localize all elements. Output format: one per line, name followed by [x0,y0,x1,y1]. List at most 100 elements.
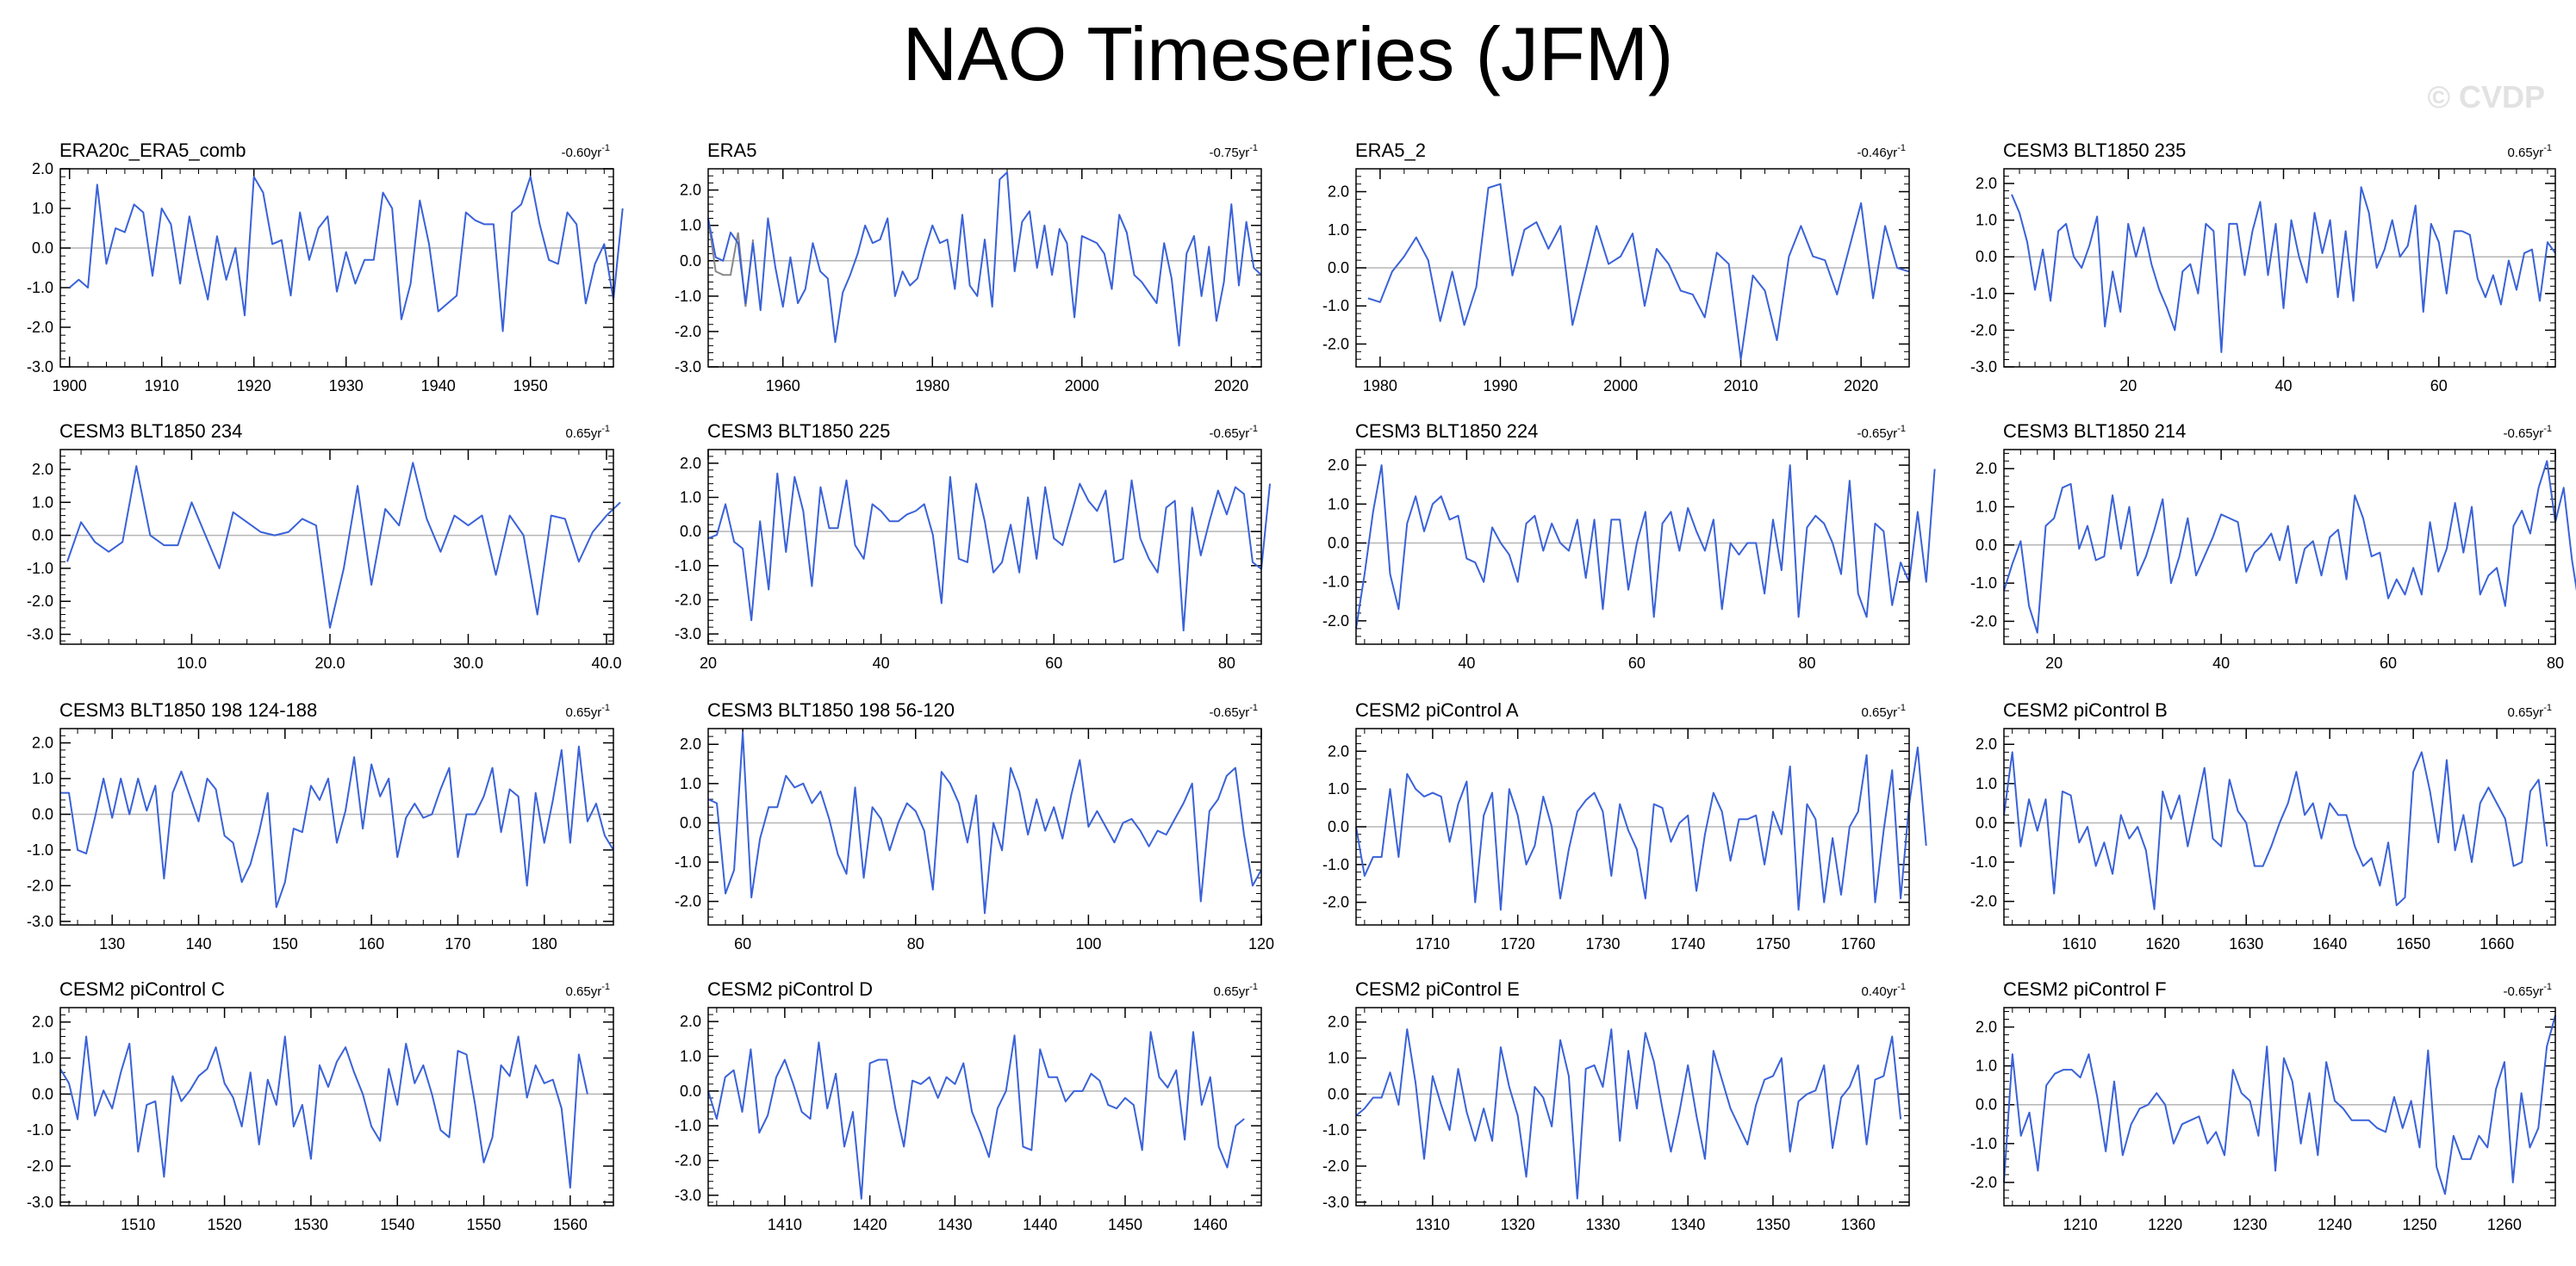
y-tick-label: 1.0 [1976,212,1997,229]
panel-title: CESM3 BLT1850 198 56-120 [707,699,955,721]
y-tick-label: 2.0 [1976,175,1997,192]
panel-title: CESM2 piControl D [707,978,873,1000]
y-tick-label: 1.0 [680,489,701,506]
panel-trend: 0.65yr-1 [566,424,610,441]
y-tick-label: 1.0 [1976,1058,1997,1075]
x-tick-label: 180 [532,935,557,953]
y-tick-label: -2.0 [1322,894,1349,911]
panel-trend: 0.65yr-1 [1862,703,1906,720]
y-tick-label: 0.0 [1976,814,1997,831]
x-tick-label: 40 [873,655,890,672]
page-title: NAO Timeseries (JFM) [902,11,1674,96]
x-tick-label: 1420 [853,1216,887,1233]
panel-title: ERA20c_ERA5_comb [59,140,246,161]
panel-16: CESM2 piControl F -0.65yr-1 -2.0 -1.0 0.0 1.0… [1970,978,2556,1233]
x-tick-label: 1660 [2480,935,2514,953]
x-tick-label: 100 [1075,935,1101,953]
series-line [1367,183,1910,361]
y-tick-label: 1.0 [1328,221,1349,239]
y-tick-label: -2.0 [675,591,701,608]
x-tick-label: 20 [700,655,717,672]
panel-trend: -0.65yr-1 [1210,424,1258,441]
series-line [2003,460,2576,634]
x-tick-label: 1980 [915,377,949,394]
x-tick-label: 120 [1248,935,1274,953]
x-tick-label: 20 [2119,377,2137,394]
trend-superscript: -1 [601,424,610,434]
x-tick-label: 160 [358,935,384,953]
y-tick-label: -1.0 [1970,853,1997,871]
x-tick-label: 1510 [121,1216,155,1233]
y-tick-label: 2.0 [680,182,701,199]
plot-frame [59,449,614,645]
plot-frame [1355,728,1910,926]
x-tick-label: 80 [1218,655,1235,672]
x-tick-label: 2020 [1214,377,1248,394]
series-line [707,731,1262,915]
panel-title: CESM2 piControl E [1355,978,1520,1000]
plot-frame [707,449,1262,645]
trend-superscript: -1 [1249,703,1258,713]
x-tick-label: 1430 [937,1216,972,1233]
y-tick-label: -1.0 [1322,1121,1349,1139]
y-tick-label: -1.0 [1970,574,1997,592]
y-tick-label: 2.0 [1328,742,1349,760]
y-tick-label: 0.0 [32,239,53,257]
panel-14: CESM2 piControl D 0.65yr-1 -3.0 -2.0 -1.0 0.0… [675,978,1262,1233]
y-tick-label: -3.0 [675,625,701,642]
panel-title: CESM2 piControl F [2003,978,2167,1000]
y-tick-label: -2.0 [1322,335,1349,352]
y-tick-label: 2.0 [32,160,53,177]
y-tick-label: 0.0 [1328,818,1349,835]
y-tick-label: -2.0 [1970,612,1997,630]
y-tick-label: 0.0 [680,252,701,270]
x-tick-label: 1710 [1416,935,1450,953]
panel-title: CESM2 piControl B [2003,699,2168,721]
panel-9: CESM3 BLT1850 198 124-188 0.65yr-1 -3.0 -2.… [27,699,614,953]
y-tick-label: 1.0 [1328,1050,1349,1067]
plot-frame [2003,728,2556,926]
x-tick-label: 1460 [1193,1216,1228,1233]
y-tick-label: 1.0 [1328,495,1349,512]
panel-trend: 0.65yr-1 [566,982,610,999]
x-tick-label: 170 [445,935,470,953]
x-tick-label: 40 [2212,655,2230,672]
x-tick-label: 60 [2430,377,2448,394]
y-tick-label: 2.0 [680,735,701,753]
y-tick-label: -2.0 [27,319,53,336]
panel-title: CESM2 piControl C [59,978,225,1000]
y-tick-label: 1.0 [680,217,701,234]
trend-superscript: -1 [2543,424,2552,434]
trend-superscript: -1 [2543,982,2552,992]
x-tick-label: 1210 [2063,1216,2098,1233]
trend-superscript: -1 [1897,424,1906,434]
series-line [60,745,614,909]
plot-frame [707,728,1262,926]
y-tick-label: 0.0 [680,1083,701,1100]
y-tick-label: -2.0 [27,877,53,894]
panel-2: ERA5 -0.75yr-1 -3.0 -2.0 -1.0 0.0 1.0 2.0 1960 19… [675,140,1262,394]
y-tick-label: -2.0 [1970,1174,1997,1191]
y-tick-label: -1.0 [27,1121,53,1139]
x-tick-label: 1540 [380,1216,414,1233]
x-tick-label: 1440 [1023,1216,1057,1233]
y-tick-label: -2.0 [1322,612,1349,630]
y-tick-label: -3.0 [27,358,53,375]
x-tick-label: 20 [2045,655,2063,672]
series-line [2003,1015,2556,1195]
panel-3: ERA5_2 -0.46yr-1 -2.0 -1.0 0.0 1.0 2.0 1980 1990… [1322,140,1910,394]
x-tick-label: 1720 [1501,935,1535,953]
x-tick-label: 1560 [553,1216,588,1233]
x-tick-label: 1360 [1841,1216,1876,1233]
x-tick-label: 80 [1798,655,1815,672]
y-tick-label: -3.0 [675,358,701,375]
series-line [2003,751,2548,910]
y-tick-label: -1.0 [1322,574,1349,591]
series-line [2011,186,2556,353]
y-tick-label: -1.0 [27,841,53,859]
trend-superscript: -1 [1897,143,1906,153]
panel-11: CESM2 piControl A 0.65yr-1 -2.0 -1.0 0.0 1.0 2… [1322,699,1927,953]
x-tick-label: 1990 [1483,377,1517,394]
panel-13: CESM2 piControl C 0.65yr-1 -3.0 -2.0 -1.0 0.0… [27,978,614,1233]
